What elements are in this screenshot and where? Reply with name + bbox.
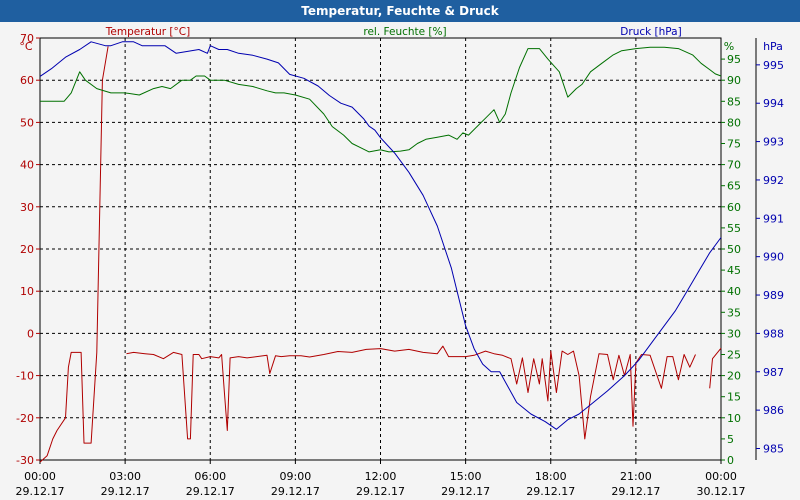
time-axis: 00:00 29.12.17 03:00 29.12.17 06:00 29.12.17 0… (16, 460, 746, 498)
x-tick-date-label: 29.12.17 (186, 485, 235, 498)
pressure-tick-label: 995 (763, 59, 784, 72)
temperature-tick-label: -30 (16, 454, 34, 467)
pressure-tick-label: 991 (763, 212, 784, 225)
x-tick-time-label: 12:00 (365, 470, 397, 483)
humidity-tick-label: 5 (727, 433, 734, 446)
humidity-tick-label: 55 (727, 222, 741, 235)
pressure-tick-label: 989 (763, 289, 784, 302)
pressure-tick-label: 985 (763, 442, 784, 455)
temperature-line (126, 345, 696, 440)
humidity-tick-label: 15 (727, 391, 741, 404)
humidity-tick-label: 85 (727, 95, 741, 108)
temperature-tick-label: 50 (20, 116, 34, 129)
temperature-tick-label: 60 (20, 74, 34, 87)
x-tick-time-label: 03:00 (109, 470, 141, 483)
humidity-tick-label: 50 (727, 243, 741, 256)
humidity-tick-label: 20 (727, 370, 741, 383)
x-tick-date-label: 29.12.17 (441, 485, 490, 498)
humidity-tick-label: 65 (727, 180, 741, 193)
humidity-tick-label: 95 (727, 53, 741, 66)
pressure-tick-label: 992 (763, 174, 784, 187)
temperature-line (39, 46, 109, 463)
humidity-tick-label: 45 (727, 264, 741, 277)
window-title-bar: Temperatur, Feuchte & Druck (0, 0, 800, 22)
grid (40, 38, 721, 460)
temperature-tick-label: 30 (20, 201, 34, 214)
pressure-axis: 995 994 993 992 991 990 989 988 987 986 985 (755, 38, 784, 460)
humidity-tick-label: 10 (727, 412, 741, 425)
temperature-tick-label: 10 (20, 285, 34, 298)
humidity-tick-label: 75 (727, 138, 741, 151)
humidity-tick-label: 90 (727, 74, 741, 87)
temperature-tick-label: 70 (20, 32, 34, 45)
x-tick-date-label: 29.12.17 (611, 485, 660, 498)
pressure-line (39, 41, 722, 430)
temperature-tick-label: 20 (20, 243, 34, 256)
temperature-tick-label: -20 (16, 412, 34, 425)
x-tick-time-label: 18:00 (535, 470, 567, 483)
x-tick-date-label: 29.12.17 (526, 485, 575, 498)
humidity-tick-label: 40 (727, 285, 741, 298)
pressure-tick-label: 993 (763, 136, 784, 149)
pressure-tick-label: 988 (763, 327, 784, 340)
x-tick-time-label: 15:00 (450, 470, 482, 483)
x-tick-date-label: 30.12.17 (697, 485, 746, 498)
temperature-unit: °C (19, 40, 33, 53)
humidity-tick-label: 30 (727, 327, 741, 340)
x-tick-time-label: 09:00 (280, 470, 312, 483)
x-tick-date-label: 29.12.17 (16, 485, 65, 498)
series (39, 41, 722, 463)
humidity-tick-label: 25 (727, 349, 741, 362)
x-tick-date-label: 29.12.17 (101, 485, 150, 498)
x-tick-date-label: 29.12.17 (356, 485, 405, 498)
pressure-tick-label: 994 (763, 97, 784, 110)
x-tick-time-label: 00:00 (705, 470, 737, 483)
temperature-tick-label: 0 (27, 327, 34, 340)
temperature-tick-label: 40 (20, 159, 34, 172)
pressure-tick-label: 987 (763, 366, 784, 379)
pressure-tick-label: 986 (763, 404, 784, 417)
x-tick-time-label: 06:00 (194, 470, 226, 483)
x-tick-time-label: 21:00 (620, 470, 652, 483)
temperature-line (709, 347, 722, 389)
pressure-unit: hPa (763, 40, 783, 53)
temperature-axis-label: Temperatur [°C] (105, 26, 190, 38)
humidity-tick-label: 0 (727, 454, 734, 467)
temperature-axis: 70 60 50 40 30 20 10 0 -10 -20 -30 (16, 32, 40, 467)
humidity-tick-label: 80 (727, 116, 741, 129)
humidity-line (40, 46, 722, 153)
pressure-axis-label: Druck [hPa] (620, 26, 681, 38)
humidity-unit: % (724, 40, 734, 53)
temperature-tick-label: -10 (16, 370, 34, 383)
humidity-tick-label: 70 (727, 159, 741, 172)
humidity-tick-label: 35 (727, 306, 741, 319)
humidity-tick-label: 60 (727, 201, 741, 214)
pressure-tick-label: 990 (763, 251, 784, 264)
x-tick-time-label: 00:00 (24, 470, 56, 483)
humidity-axis-label: rel. Feuchte [%] (363, 26, 446, 38)
x-tick-date-label: 29.12.17 (271, 485, 320, 498)
window-title: Temperatur, Feuchte & Druck (301, 4, 499, 18)
